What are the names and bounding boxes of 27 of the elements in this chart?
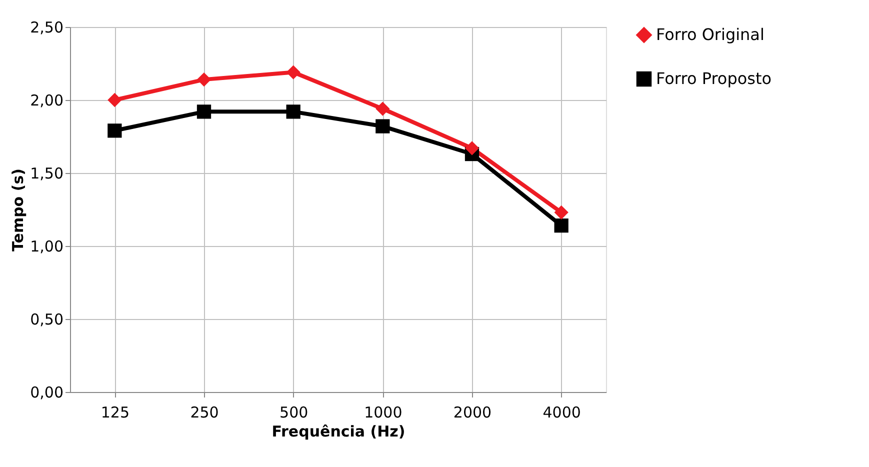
y-tick-label: 1,00	[30, 238, 64, 256]
point	[464, 141, 480, 156]
x-tick-label: 2000	[453, 404, 492, 422]
x-axis-title: Frequência (Hz)	[272, 422, 406, 440]
y-tick-label: 2,50	[30, 18, 64, 36]
x-tick-label: 250	[190, 404, 219, 422]
y-tick-label: 1,50	[30, 164, 64, 182]
x-tick-label: 4000	[542, 404, 581, 422]
legend-label: Forro Original	[656, 25, 764, 44]
point	[376, 119, 390, 134]
point	[286, 104, 300, 119]
point	[554, 205, 568, 220]
point	[108, 124, 122, 138]
y-tick-label: 0,00	[30, 384, 64, 402]
point	[196, 72, 212, 87]
y-tick-label: 2,00	[30, 92, 64, 110]
y-tick-label: 0,50	[30, 310, 64, 328]
x-tick-label: 125	[100, 404, 130, 422]
point	[286, 65, 300, 80]
point	[108, 92, 122, 108]
x-tick-label: 500	[280, 404, 308, 422]
point	[376, 102, 390, 116]
x-tick-label: 1000	[364, 404, 402, 422]
point	[554, 218, 568, 233]
point	[196, 104, 212, 119]
y-axis-title: Tempo (s)	[9, 168, 28, 252]
legend-label: Forro Proposto	[656, 69, 772, 88]
